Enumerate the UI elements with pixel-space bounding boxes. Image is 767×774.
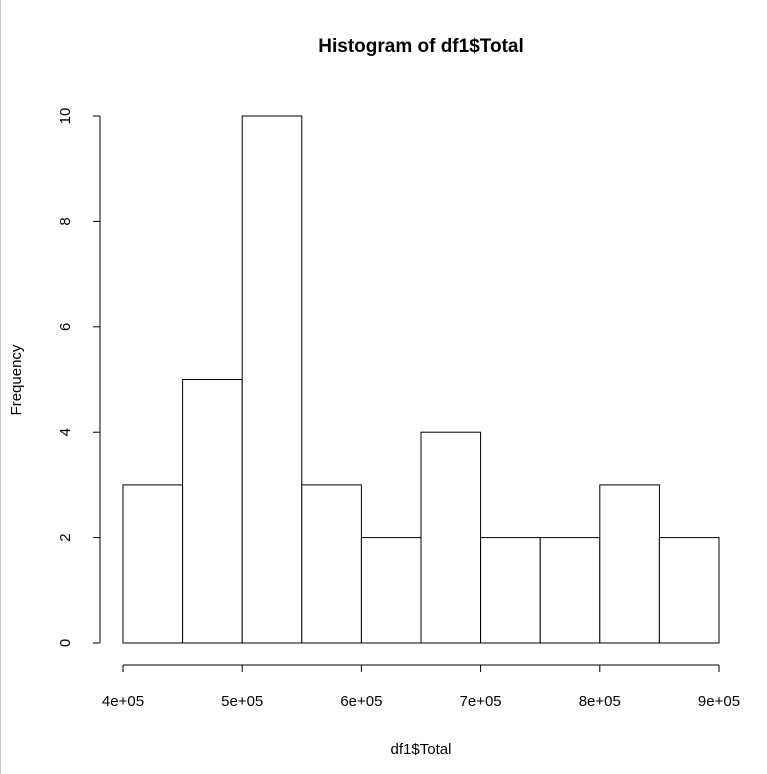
y-axis-label: Frequency [8, 344, 25, 415]
y-tick-label: 4 [57, 428, 74, 436]
x-tick-label: 7e+05 [460, 693, 502, 710]
bar [420, 431, 482, 644]
x-axis-label: df1$Total [391, 741, 452, 758]
bar [301, 484, 362, 644]
bar [658, 537, 720, 644]
bar [360, 537, 422, 644]
y-tick-label: 0 [57, 639, 74, 647]
x-tick-label: 4e+05 [102, 693, 144, 710]
y-tick-label: 6 [57, 323, 74, 331]
chart-title: Histogram of df1$Total [318, 36, 524, 57]
bar [599, 484, 660, 644]
bar [241, 115, 303, 644]
x-tick-label: 5e+05 [221, 693, 263, 710]
bar [182, 379, 243, 644]
x-tick-label: 8e+05 [579, 693, 621, 710]
bar [122, 484, 184, 644]
bar [539, 537, 601, 644]
x-tick-label: 6e+05 [340, 693, 382, 710]
x-tick-label: 9e+05 [698, 693, 740, 710]
bar [480, 537, 541, 644]
y-tick-label: 10 [57, 108, 74, 125]
y-tick-label: 8 [57, 217, 74, 225]
y-tick-label: 2 [57, 533, 74, 541]
